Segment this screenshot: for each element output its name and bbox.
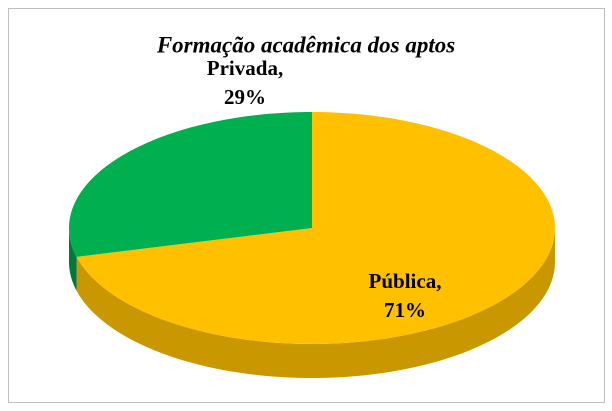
pie-side: [69, 228, 77, 291]
pie: [69, 112, 556, 378]
data-label-value: 71%: [384, 298, 426, 322]
chart-title: Formação acadêmica dos aptos: [156, 32, 455, 57]
pie-side: [76, 228, 556, 378]
pie-slice: [76, 112, 555, 344]
data-label-value: 29%: [224, 85, 266, 109]
pie-slice: [69, 112, 312, 257]
data-label-category: Pública,: [369, 269, 442, 293]
data-label-category: Privada,: [207, 56, 283, 80]
